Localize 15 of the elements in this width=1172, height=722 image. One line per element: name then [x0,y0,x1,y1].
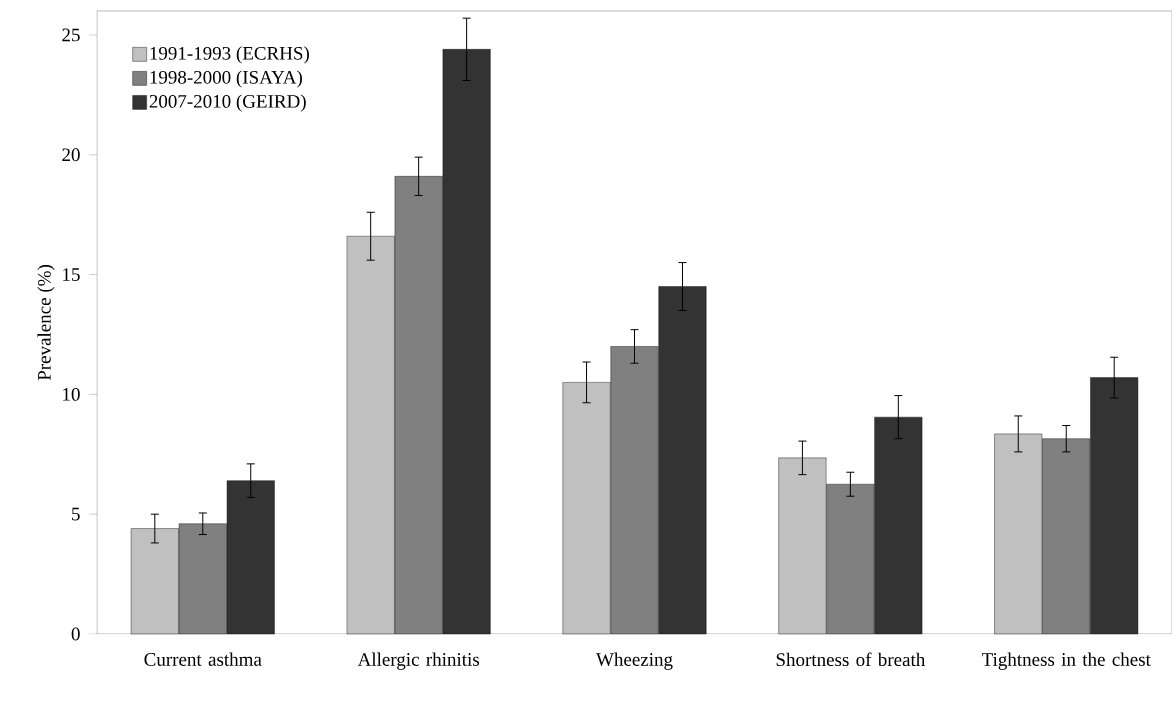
legend-label: 1991-1993 (ECRHS) [150,46,309,64]
y-tick-label: 20 [62,148,80,162]
legend-label: 1998-2000 (ISAYA) [150,70,302,88]
x-tick-label: Current asthma [144,652,262,666]
y-axis-title: Prevalence (%) [37,265,55,381]
y-tick-label: 0 [71,627,80,641]
x-tick-label: Wheezing [596,652,673,670]
y-tick-label: 25 [62,28,80,42]
y-tick-label: 5 [72,507,80,521]
x-tick-label: Shortness of breath [776,652,926,667]
x-tick-label: Tightness in the chest [981,652,1151,670]
y-tick-label: 15 [63,268,80,281]
legend-label: 2007-2010 (GEIRD) [149,94,306,112]
y-tick-label: 10 [63,387,80,401]
x-tick-label: Allergic rhinitis [357,652,480,670]
